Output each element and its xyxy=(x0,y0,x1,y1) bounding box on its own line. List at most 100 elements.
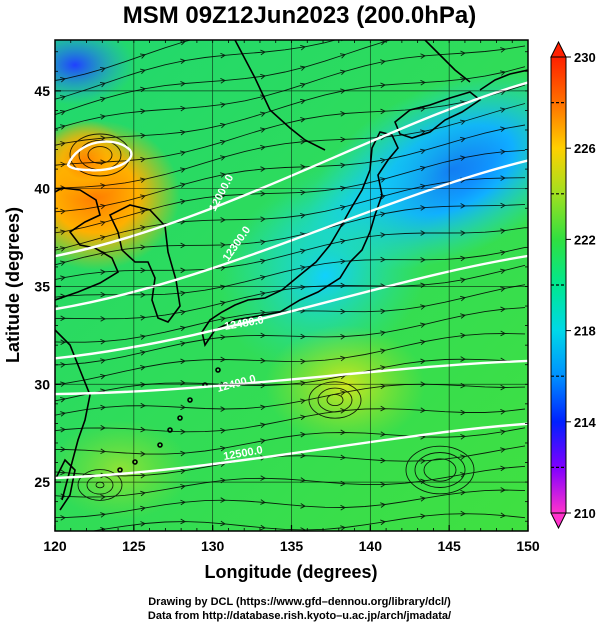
wind-arrow xyxy=(140,472,146,479)
wind-arrow xyxy=(300,284,306,291)
wind-arrow xyxy=(460,536,465,541)
wind-arrow xyxy=(340,162,346,169)
wind-arrow xyxy=(100,338,106,345)
wind-arrow xyxy=(340,88,346,94)
coastlines xyxy=(55,40,528,511)
wind-arrow xyxy=(100,542,105,547)
wind-arrow xyxy=(380,383,386,390)
wind-arrow xyxy=(420,148,426,155)
wind-arrow xyxy=(300,398,306,404)
wind-arrow xyxy=(260,309,266,316)
wind-streamline xyxy=(55,408,526,433)
wind-arrow xyxy=(380,82,386,89)
wind-arrow xyxy=(59,109,66,116)
wind-arrow xyxy=(180,182,186,188)
wind-arrow xyxy=(460,24,465,29)
wind-arrow xyxy=(460,434,466,440)
wind-arrow xyxy=(460,255,466,262)
wind-arrow xyxy=(140,108,146,115)
wind-eddy xyxy=(69,133,131,177)
wind-arrow xyxy=(340,16,345,21)
wind-arrow xyxy=(180,105,186,112)
wind-arrow xyxy=(300,333,306,340)
wind-arrow xyxy=(460,0,465,4)
wind-arrow xyxy=(500,330,506,337)
wind-arrow xyxy=(340,205,346,211)
wind-arrow xyxy=(140,364,146,371)
wind-arrow xyxy=(300,164,306,170)
wind-arrow xyxy=(380,431,386,437)
wind-arrow xyxy=(380,308,386,315)
coastline-hokkaido xyxy=(394,91,482,139)
coastline-korea xyxy=(108,204,181,323)
wind-arrow xyxy=(420,53,426,59)
wind-arrow xyxy=(380,348,386,354)
wind-arrow xyxy=(460,295,466,302)
wind-arrow xyxy=(380,405,386,412)
wind-streamline xyxy=(55,264,526,320)
wind-arrow xyxy=(380,330,386,336)
wind-arrow xyxy=(500,384,506,391)
wind-arrow xyxy=(500,250,506,256)
wind-arrow xyxy=(100,235,106,241)
wind-arrow xyxy=(220,300,226,307)
wind-arrow xyxy=(260,111,266,117)
wind-arrow xyxy=(220,265,226,271)
wind-arrow xyxy=(220,428,226,434)
wind-arrow xyxy=(300,358,306,365)
wind-arrow xyxy=(300,248,306,255)
wind-arrow xyxy=(260,475,266,481)
wind-arrow xyxy=(140,209,146,215)
wind-arrow xyxy=(180,80,186,87)
wind-arrow xyxy=(500,228,506,234)
wind-arrow xyxy=(500,487,506,493)
wind-arrow xyxy=(380,457,386,464)
y-tick-label: 30 xyxy=(34,376,50,392)
wind-arrow xyxy=(340,525,346,531)
wind-arrow xyxy=(260,144,266,151)
wind-arrow xyxy=(140,334,146,340)
wind-arrow xyxy=(340,185,346,192)
wind-eddy xyxy=(423,458,457,482)
height-contour xyxy=(55,422,528,480)
wind-arrow xyxy=(140,292,146,298)
wind-arrow xyxy=(140,132,146,139)
wind-arrow xyxy=(140,505,146,512)
wind-arrow xyxy=(60,124,66,130)
x-tick-label: 120 xyxy=(43,538,67,554)
wind-arrow xyxy=(460,454,466,460)
wind-arrow xyxy=(500,175,506,181)
wind-arrow xyxy=(260,49,266,56)
wind-arrow xyxy=(460,119,466,125)
wind-arrow xyxy=(100,424,106,431)
wind-arrow xyxy=(300,212,306,219)
wind-arrow xyxy=(140,490,146,497)
wind-arrow xyxy=(180,404,186,411)
wind-arrow xyxy=(100,291,106,298)
wind-arrow xyxy=(500,107,506,113)
wind-arrow xyxy=(460,230,466,236)
wind-arrow xyxy=(140,177,146,183)
wind-arrow xyxy=(340,282,346,289)
wind-arrow xyxy=(500,540,505,545)
y-tick-label: 35 xyxy=(34,278,50,294)
wind-arrow xyxy=(300,452,306,459)
wind-arrow xyxy=(500,126,506,132)
wind-arrow xyxy=(260,127,266,133)
wind-streamline xyxy=(55,66,526,146)
wind-streamline xyxy=(55,177,526,251)
colorbar: 210 214 218 222 226 230 xyxy=(550,40,596,530)
wind-streamline xyxy=(55,307,526,366)
wind-arrow xyxy=(140,350,146,356)
wind-arrow xyxy=(180,150,186,156)
wind-arrow xyxy=(180,483,186,490)
wind-arrow xyxy=(100,269,106,275)
colorbar-tick-label: 222 xyxy=(574,232,596,247)
wind-arrow xyxy=(99,82,106,88)
wind-arrow xyxy=(60,161,66,168)
y-tick-label: 45 xyxy=(34,83,50,99)
wind-streamline xyxy=(55,333,526,386)
wind-arrow xyxy=(60,246,66,252)
wind-arrow xyxy=(220,192,226,199)
